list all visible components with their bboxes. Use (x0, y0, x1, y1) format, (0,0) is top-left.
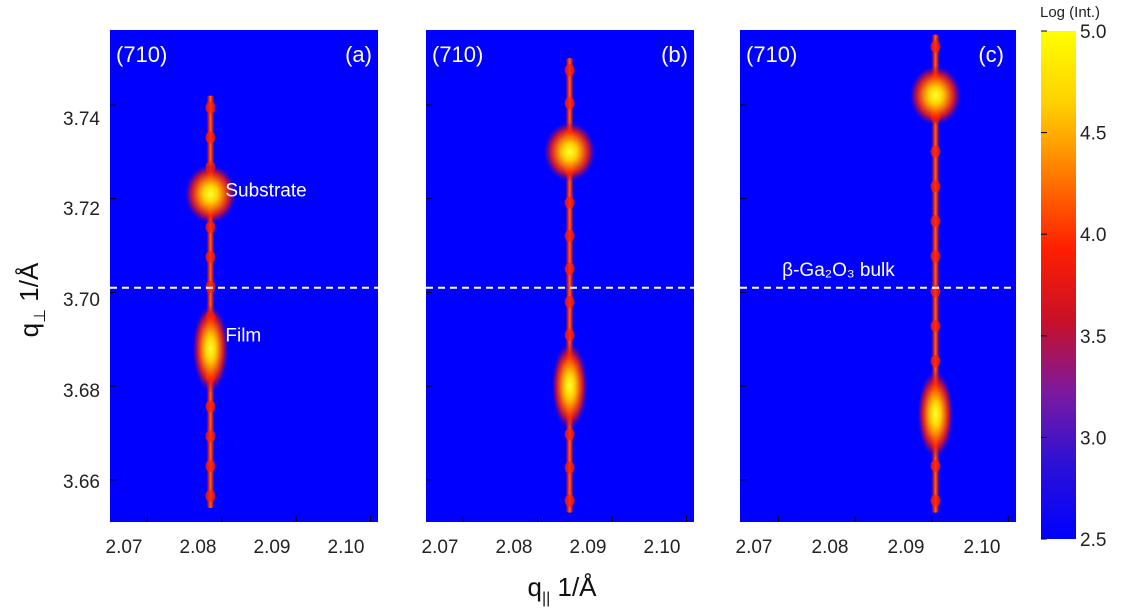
x-tick-label: 2.09 (888, 537, 925, 558)
heatmap-background (426, 30, 694, 522)
y-tick-label: 3.66 (63, 472, 100, 493)
fringe-spot (564, 196, 575, 209)
annotation-text: β-Ga₂O₃ bulk (782, 260, 895, 281)
y-axis-title: q⊥ 1/Å (14, 262, 49, 337)
panel-label: (b) (661, 42, 688, 67)
colorbar-tick-label: 4.0 (1080, 225, 1106, 246)
x-tick-label: 2.08 (180, 537, 217, 558)
annotation-group: Substrate Film (225, 180, 306, 346)
substrate-peak (184, 164, 237, 224)
fringe-spot (564, 64, 575, 77)
fringe-spot (205, 250, 216, 263)
film-peak (192, 304, 229, 393)
x-axis-title: q|| 1/Å (527, 572, 597, 607)
y-axis: 3.74 3.72 3.70 3.68 3.66 (63, 109, 100, 493)
y-tick-label: 3.72 (63, 199, 100, 220)
x-tick-label: 2.08 (496, 537, 533, 558)
fringe-spot (564, 262, 575, 275)
fringe-spot (564, 97, 575, 110)
x-tick-label: 2.09 (254, 537, 291, 558)
colorbar-tick-label: 2.5 (1080, 530, 1106, 551)
colorbar-tick-label: 3.0 (1080, 428, 1106, 449)
x-tick-label: 2.07 (736, 537, 773, 558)
fringe-spot (205, 489, 216, 502)
x-tick-label: 2.10 (964, 537, 1001, 558)
fringe-spot (205, 221, 216, 234)
y-tick-label: 3.70 (63, 290, 100, 311)
reflection-label: (710) (116, 42, 167, 67)
x-tick-label: 2.07 (106, 537, 143, 558)
fringe-spot (564, 229, 575, 242)
heatmap-background (110, 30, 378, 522)
x-tick-label: 2.07 (422, 537, 459, 558)
fringe-spot (564, 494, 575, 507)
annotation-group: β-Ga₂O₃ bulk (782, 260, 895, 281)
fringe-spot (930, 320, 941, 333)
x-tick-label: 2.10 (328, 537, 365, 558)
fringe-spot (930, 494, 941, 507)
film-peak (917, 370, 954, 459)
x-tick-label: 2.08 (812, 537, 849, 558)
annotation-text: Film (225, 326, 261, 347)
panel-c: β-Ga₂O₃ bulk (710) (c) 2.07 2.08 2.09 2.… (736, 30, 1016, 558)
fringe-spot (930, 145, 941, 158)
fringe-spot (205, 430, 216, 443)
fringe-spot (205, 101, 216, 114)
film-peak (551, 342, 588, 431)
heatmap-background (740, 30, 1016, 522)
fringe-spot (930, 215, 941, 228)
substrate-peak (909, 65, 962, 126)
fringe-spot (564, 461, 575, 474)
colorbar-tick-label: 3.5 (1080, 327, 1106, 348)
crystal-truncation-rod (206, 95, 215, 508)
fringe-spot (564, 295, 575, 308)
fringe-spot (564, 329, 575, 342)
fringe-spot (205, 400, 216, 413)
x-tick-label: 2.09 (570, 537, 607, 558)
substrate-peak (543, 121, 596, 182)
annotation-text: Substrate (225, 180, 306, 201)
colorbar: Log (Int.) 2.5 3.0 3.5 4.0 4.5 5.0 (1040, 4, 1106, 551)
panel-label: (c) (978, 42, 1004, 67)
reflection-label: (710) (746, 42, 797, 67)
fringe-spot (205, 460, 216, 473)
fringe-spot (930, 250, 941, 263)
colorbar-title: Log (Int.) (1040, 4, 1100, 21)
fringe-spot (205, 131, 216, 144)
fringe-spot (930, 459, 941, 472)
reflection-label: (710) (432, 42, 483, 67)
y-tick-label: 3.68 (63, 381, 100, 402)
colorbar-tick-label: 4.5 (1080, 124, 1106, 145)
fringe-spot (930, 354, 941, 367)
y-tick-label: 3.74 (63, 109, 100, 130)
heatmap-marks (110, 95, 372, 522)
colorbar-tick-label: 5.0 (1080, 22, 1106, 43)
colorbar-gradient (1041, 31, 1076, 539)
heatmap-marks (740, 34, 1009, 522)
panel-label: (a) (345, 42, 372, 67)
panel-b: (710) (b) 2.07 2.08 2.09 2.10 (422, 30, 694, 558)
x-tick-label: 2.10 (644, 537, 681, 558)
fringe-spot (930, 180, 941, 193)
colorbar-ticks: 2.5 3.0 3.5 4.0 4.5 5.0 (1041, 22, 1106, 551)
heatmap-marks (426, 58, 688, 522)
fringe-spot (930, 40, 941, 53)
panel-a: Substrate Film (710) (a) 2.07 2.08 2.09 2… (106, 30, 378, 558)
fringe-spot (564, 428, 575, 441)
